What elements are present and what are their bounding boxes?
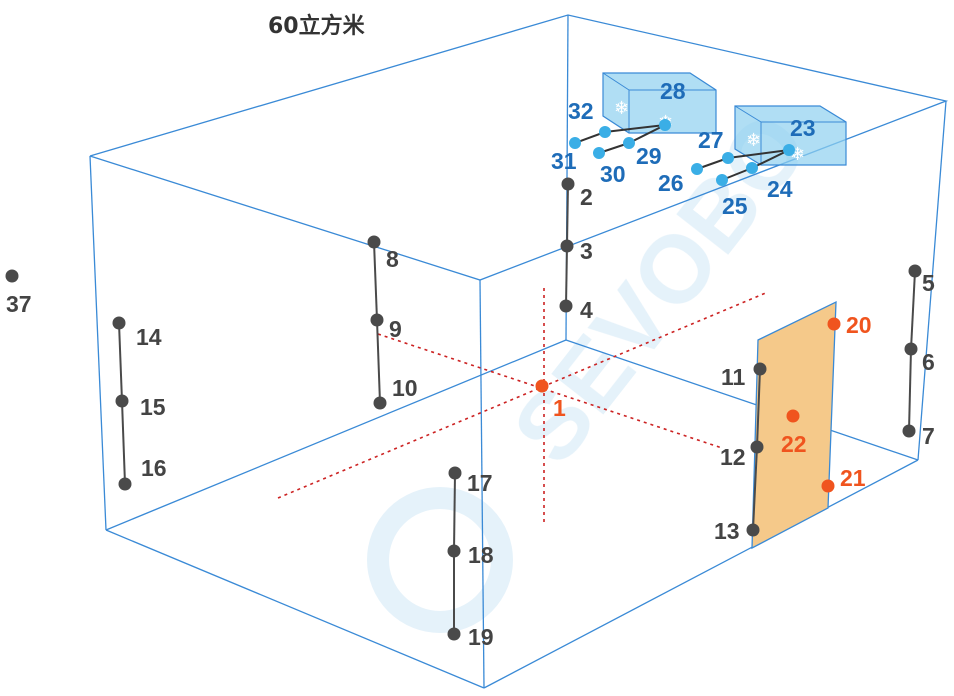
sensor-label-17: 17: [467, 470, 493, 496]
sensor-label-7: 7: [922, 423, 935, 449]
sensor-link-3-4: [565, 245, 568, 307]
sensor-point-6: [904, 342, 918, 356]
sensor-point-15: [115, 394, 129, 408]
fan-icon: ❄: [746, 130, 761, 150]
sensor-label-25: 25: [722, 193, 748, 219]
sensor-link-27-23: [727, 149, 790, 159]
sensor-point-24: [746, 162, 758, 174]
sensor-point-11: [753, 362, 767, 376]
sensor-points: [5, 119, 922, 641]
sensor-label-3: 3: [580, 238, 593, 264]
sensor-label-30: 30: [600, 161, 626, 187]
sensor-point-5: [908, 264, 922, 278]
sensor-label-14: 14: [136, 324, 162, 350]
sensor-point-21: [821, 479, 835, 493]
sensor-link-15-16: [121, 400, 126, 485]
sensor-label-18: 18: [468, 542, 494, 568]
sensor-label-20: 20: [846, 312, 872, 338]
sensor-link-24-23: [751, 149, 790, 169]
sensor-point-16: [118, 477, 132, 491]
sensor-label-24: 24: [767, 176, 793, 202]
sensor-point-1: [535, 379, 549, 393]
sensor-link-2-3: [566, 183, 569, 247]
sensor-point-37: [5, 269, 19, 283]
sensor-point-13: [746, 523, 760, 537]
sensor-label-10: 10: [392, 375, 418, 401]
sensor-label-1: 1: [553, 395, 566, 421]
sensor-point-22: [786, 409, 800, 423]
sensor-label-8: 8: [386, 246, 399, 272]
sensor-point-30: [593, 147, 605, 159]
sensor-link-14-15: [118, 322, 123, 402]
ac-unit-right: ❄ ❄: [734, 105, 847, 166]
sensor-label-6: 6: [922, 349, 935, 375]
sensor-label-21: 21: [840, 465, 866, 491]
sensor-point-28: [659, 119, 671, 131]
sensor-label-2: 2: [580, 184, 593, 210]
sensor-point-14: [112, 316, 126, 330]
sensor-label-26: 26: [658, 170, 684, 196]
sensor-point-19: [447, 627, 461, 641]
sensor-point-10: [373, 396, 387, 410]
sensor-label-15: 15: [140, 394, 166, 420]
sensor-label-5: 5: [922, 270, 935, 296]
sensor-label-9: 9: [389, 316, 402, 342]
sensor-label-11: 11: [721, 364, 746, 390]
sensor-point-31: [569, 137, 581, 149]
sensor-point-18: [447, 544, 461, 558]
sensor-point-9: [370, 313, 384, 327]
sensor-label-27: 27: [698, 127, 724, 153]
sensor-link-32-28: [604, 124, 666, 133]
sensor-link-11-12: [756, 368, 761, 448]
sensor-label-32: 32: [568, 98, 594, 124]
sensor-point-29: [623, 137, 635, 149]
sensor-link-12-13: [752, 446, 758, 531]
sensor-label-23: 23: [790, 115, 816, 141]
sensor-point-17: [448, 466, 462, 480]
room-box: [89, 14, 949, 689]
sensor-label-29: 29: [636, 143, 662, 169]
sensor-label-12: 12: [720, 444, 746, 470]
sensor-point-3: [560, 239, 574, 253]
sensor-label-16: 16: [141, 455, 167, 481]
sensor-link-9-10: [376, 319, 381, 404]
sensor-point-4: [559, 299, 573, 313]
sensor-point-32: [599, 126, 611, 138]
sensor-point-8: [367, 235, 381, 249]
sensor-label-4: 4: [580, 297, 593, 323]
sensor-point-7: [902, 424, 916, 438]
sensor-point-26: [691, 163, 703, 175]
sensor-label-22: 22: [781, 431, 807, 457]
sensor-label-31: 31: [551, 148, 577, 174]
sensor-label-37: 37: [6, 291, 32, 317]
door: [751, 300, 837, 550]
center-axes: [277, 288, 769, 522]
fan-icon: ❄: [614, 98, 629, 118]
diagram-title: 60立方米: [268, 14, 365, 39]
sensor-link-8-9: [373, 241, 378, 321]
sensor-label-19: 19: [468, 624, 494, 650]
sensor-link-29-28: [628, 124, 666, 144]
sensor-point-23: [783, 144, 795, 156]
sensor-point-20: [827, 317, 841, 331]
sensor-link-5-6: [910, 270, 916, 350]
sensor-point-27: [722, 152, 734, 164]
sensor-link-6-7: [908, 348, 912, 432]
sensor-point-2: [561, 177, 575, 191]
sensor-links: [118, 124, 916, 634]
sensor-label-13: 13: [714, 518, 740, 544]
sensor-point-12: [750, 440, 764, 454]
sensor-link-17-18: [453, 472, 456, 552]
sensor-label-28: 28: [660, 78, 686, 104]
sensor-point-25: [716, 174, 728, 186]
